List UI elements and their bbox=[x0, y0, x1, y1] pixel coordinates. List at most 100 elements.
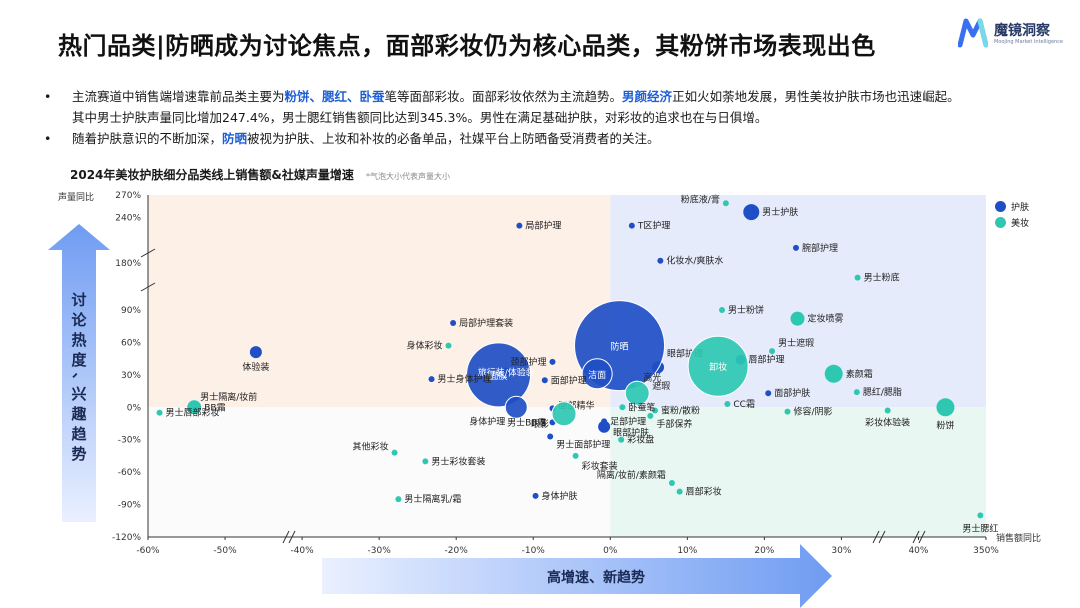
x-break-mark bbox=[288, 530, 296, 544]
bullet-text: 随着护肤意识的不断加深， bbox=[72, 131, 223, 146]
bubble-point bbox=[516, 222, 523, 229]
y-tick-label: 180% bbox=[115, 259, 141, 269]
bubble-point bbox=[532, 492, 539, 499]
x-trend-arrow bbox=[322, 544, 832, 608]
point-label: 男士隔离乳/霜 bbox=[404, 493, 461, 505]
legend-swatch bbox=[995, 200, 1006, 212]
point-label: 修容/阴影 bbox=[793, 406, 832, 418]
point-label: 其他彩妆 bbox=[353, 441, 389, 453]
point-label: 隔离/妆前/素颜霜 bbox=[597, 469, 666, 481]
point-label: 彩妆盘 bbox=[627, 434, 654, 446]
x-break-mark bbox=[912, 530, 920, 544]
x-tick-label: -60% bbox=[136, 546, 160, 556]
bubble-point bbox=[657, 257, 664, 264]
y-tick-label: 60% bbox=[121, 338, 141, 348]
y-tick-label: 30% bbox=[121, 371, 141, 381]
bubble-point bbox=[572, 452, 579, 459]
point-label: 粉饼 bbox=[936, 419, 954, 431]
point-label: 局部护理套装 bbox=[459, 317, 513, 329]
x-axis-title: 销售额同比 bbox=[996, 532, 1041, 544]
bullet-text: 其中男士护肤声量同比增加247.4%，男士腮红销售额同比达到345.3%。男性在… bbox=[72, 110, 768, 125]
x-tick-label: -30% bbox=[368, 546, 392, 556]
bubble-point bbox=[784, 408, 791, 415]
y-arrow-char: 热 bbox=[71, 331, 86, 349]
point-label: 化妆水/爽肤水 bbox=[666, 255, 723, 267]
bullet-item: • 主流赛道中销售端增速靠前品类主要为粉饼、腮红、卧蚕笔等面部彩妆。面部彩妆依然为… bbox=[44, 86, 1064, 107]
bubble-point bbox=[719, 307, 726, 313]
bubble-point bbox=[502, 367, 511, 376]
logo-subtitle: Moojing Market Intelligence bbox=[994, 39, 1064, 45]
chart-title: 2024年美妆护肤细分品类线上销售额&社媒声量增速 bbox=[70, 168, 354, 182]
bubble-point bbox=[422, 458, 429, 465]
brand-logo: 魔镜洞察 Moojing Market Intelligence bbox=[958, 18, 1068, 50]
bullet-marker: • bbox=[44, 89, 52, 104]
bubble-point bbox=[853, 389, 860, 396]
x-arrow-label: 高增速、新趋势 bbox=[547, 569, 645, 586]
y-arrow-char: 度 bbox=[71, 351, 87, 369]
point-label: 男士隔离/妆前 bbox=[200, 391, 257, 403]
bubble-point bbox=[676, 488, 683, 495]
point-label: 男士面部护理 bbox=[556, 438, 610, 450]
bubble-point bbox=[884, 407, 891, 414]
y-tick-label: -60% bbox=[118, 468, 142, 478]
x-tick-label: 40% bbox=[908, 546, 928, 556]
bullet-text: 正如火如荼地发展，男性美妆护肤市场也迅速崛起。 bbox=[672, 89, 960, 104]
y-break-mark bbox=[140, 282, 156, 292]
x-tick-label: -40% bbox=[290, 546, 314, 556]
bubble-point bbox=[790, 311, 805, 326]
y-arrow-char: 趋 bbox=[71, 425, 87, 443]
bullet-marker: • bbox=[44, 131, 52, 146]
legend-label: 护肤 bbox=[1011, 202, 1030, 213]
point-label: 男士BB霜 bbox=[507, 416, 546, 428]
bullet-text: 被视为护肤、上妆和补妆的必备单品，社媒平台上防晒备受消费者的关注。 bbox=[247, 131, 660, 146]
bubble-point bbox=[668, 479, 675, 486]
y-arrow-char: 讨 bbox=[71, 291, 86, 309]
legend-item: 美妆 bbox=[995, 214, 1029, 230]
quadrant-bottom-left bbox=[148, 407, 611, 537]
point-label: 卧蚕笔 bbox=[628, 401, 655, 413]
legend-label: 美妆 bbox=[1011, 218, 1030, 229]
y-trend-arrow bbox=[48, 224, 110, 522]
point-label: 身体彩妆 bbox=[406, 340, 442, 352]
point-label: 面部护肤 bbox=[774, 387, 810, 399]
chart-note: *气泡大小代表声量大小 bbox=[366, 172, 450, 181]
bubble-point bbox=[824, 364, 843, 383]
point-label: 颈部护理 bbox=[510, 356, 546, 368]
point-label: 男士遮瑕 bbox=[778, 337, 814, 349]
x-break-mark bbox=[872, 530, 880, 544]
point-label: 男士护肤 bbox=[762, 206, 798, 218]
y-tick-label: 0% bbox=[127, 403, 142, 413]
point-label: 洁面 bbox=[588, 369, 606, 381]
bubble-point bbox=[977, 512, 984, 519]
point-label: 粉底液/膏 bbox=[681, 193, 720, 205]
bubble-point bbox=[541, 377, 548, 384]
point-label: 面膜 bbox=[490, 371, 508, 382]
point-label: 防晒 bbox=[611, 341, 629, 353]
highlight-text: 粉饼、腮红、卧蚕 bbox=[284, 89, 385, 104]
bubble-point bbox=[647, 412, 654, 419]
point-label: 身体护肤 bbox=[542, 490, 578, 502]
legend-item: 护肤 bbox=[995, 198, 1029, 214]
point-label: BB霜 bbox=[204, 402, 225, 413]
highlight-text: 防晒 bbox=[222, 131, 248, 146]
x-break-mark bbox=[878, 530, 886, 544]
bullet-text: 笔等面部彩妆。面部彩妆依然为主流趋势。 bbox=[384, 89, 623, 104]
bubble-point bbox=[391, 449, 398, 456]
bubble-point bbox=[156, 409, 163, 416]
point-label: 唇部彩妆 bbox=[686, 486, 722, 498]
y-break-mark bbox=[140, 248, 156, 258]
point-label: 蜜粉/散粉 bbox=[661, 405, 700, 417]
y-arrow-char: 兴 bbox=[71, 385, 86, 403]
legend-swatch bbox=[995, 216, 1006, 228]
chart-legend: 护肤 美妆 bbox=[995, 198, 1029, 230]
bubble-point bbox=[628, 222, 635, 229]
bubble-point bbox=[549, 358, 556, 365]
bubble-point bbox=[769, 348, 776, 355]
y-arrow-char: 论 bbox=[71, 311, 87, 329]
point-label: 男士粉底 bbox=[864, 272, 900, 284]
y-tick-label: -30% bbox=[118, 436, 142, 446]
point-label: 面部护理 bbox=[551, 374, 587, 386]
bubble-point bbox=[854, 274, 861, 281]
bubble-point bbox=[624, 380, 650, 406]
